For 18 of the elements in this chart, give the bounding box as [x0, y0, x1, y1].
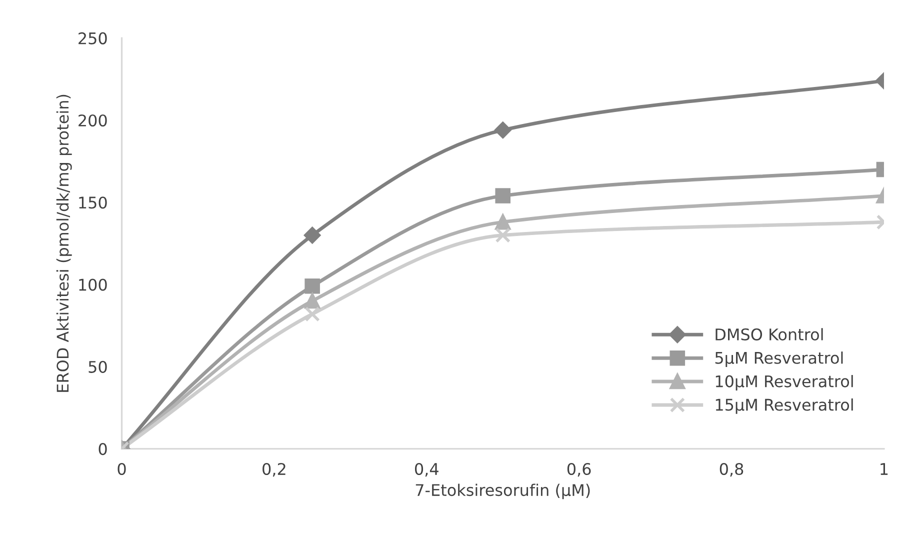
y-tick-label: 100	[79, 278, 107, 291]
x-tick-label: 0,8	[720, 462, 744, 477]
x-tick-label: 0,4	[415, 462, 438, 477]
y-tick-label: 150	[79, 196, 107, 209]
legend-label: 5µM Resveratrol	[715, 352, 843, 367]
legend-label: 10µM Resveratrol	[716, 374, 853, 390]
legend-label: DMSO Kontrol	[716, 328, 823, 340]
y-axis-title: EROD Aktivitesi (pmol/dk/mg protein)	[56, 94, 72, 392]
x-tick-label: 1	[880, 463, 888, 475]
y-tick-label: 0	[98, 443, 107, 456]
x-tick-label: 0,2	[262, 462, 286, 477]
x-tick-label: 0,6	[567, 462, 591, 477]
y-tick-label: 50	[88, 360, 107, 373]
legend-label: 15µM Resveratrol	[716, 398, 853, 414]
x-tick-label: 0	[118, 462, 126, 476]
x-axis-title: 7-Etoksiresorufin (µM)	[416, 484, 590, 500]
y-tick-label: 200	[78, 114, 107, 127]
y-tick-label: 250	[78, 32, 107, 44]
